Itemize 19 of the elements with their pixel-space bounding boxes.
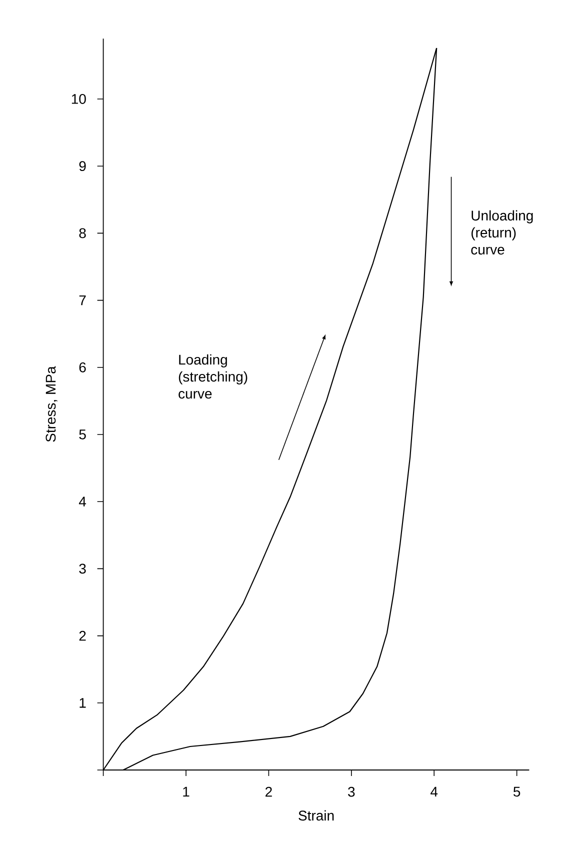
x-tick-label: 3 (348, 786, 355, 797)
x-tick-label: 1 (183, 786, 190, 796)
y-tick-label: 6 (79, 362, 86, 372)
y-tick-label: 9 (79, 161, 86, 172)
y-tick-label: 3 (79, 564, 86, 574)
x-tick-label: 5 (513, 786, 520, 797)
x-axis-title: Strain (298, 810, 334, 821)
y-tick-label: 5 (79, 430, 86, 440)
x-tick-label: 2 (266, 786, 272, 797)
x-tick-label: 4 (430, 786, 438, 796)
y-tick-label: 7 (79, 295, 86, 306)
y-axis-title: Stress, MPa (46, 366, 58, 442)
y-tick-label: 10 (72, 94, 86, 104)
y-tick-label: 2 (79, 630, 86, 641)
y-tick-label: 4 (78, 496, 86, 506)
y-tick-label: 1 (80, 698, 86, 708)
annotation: Loading (stretching) curve (178, 354, 248, 399)
annotation: Unloading (return) curve (471, 210, 533, 255)
y-tick-label: 8 (79, 228, 86, 238)
